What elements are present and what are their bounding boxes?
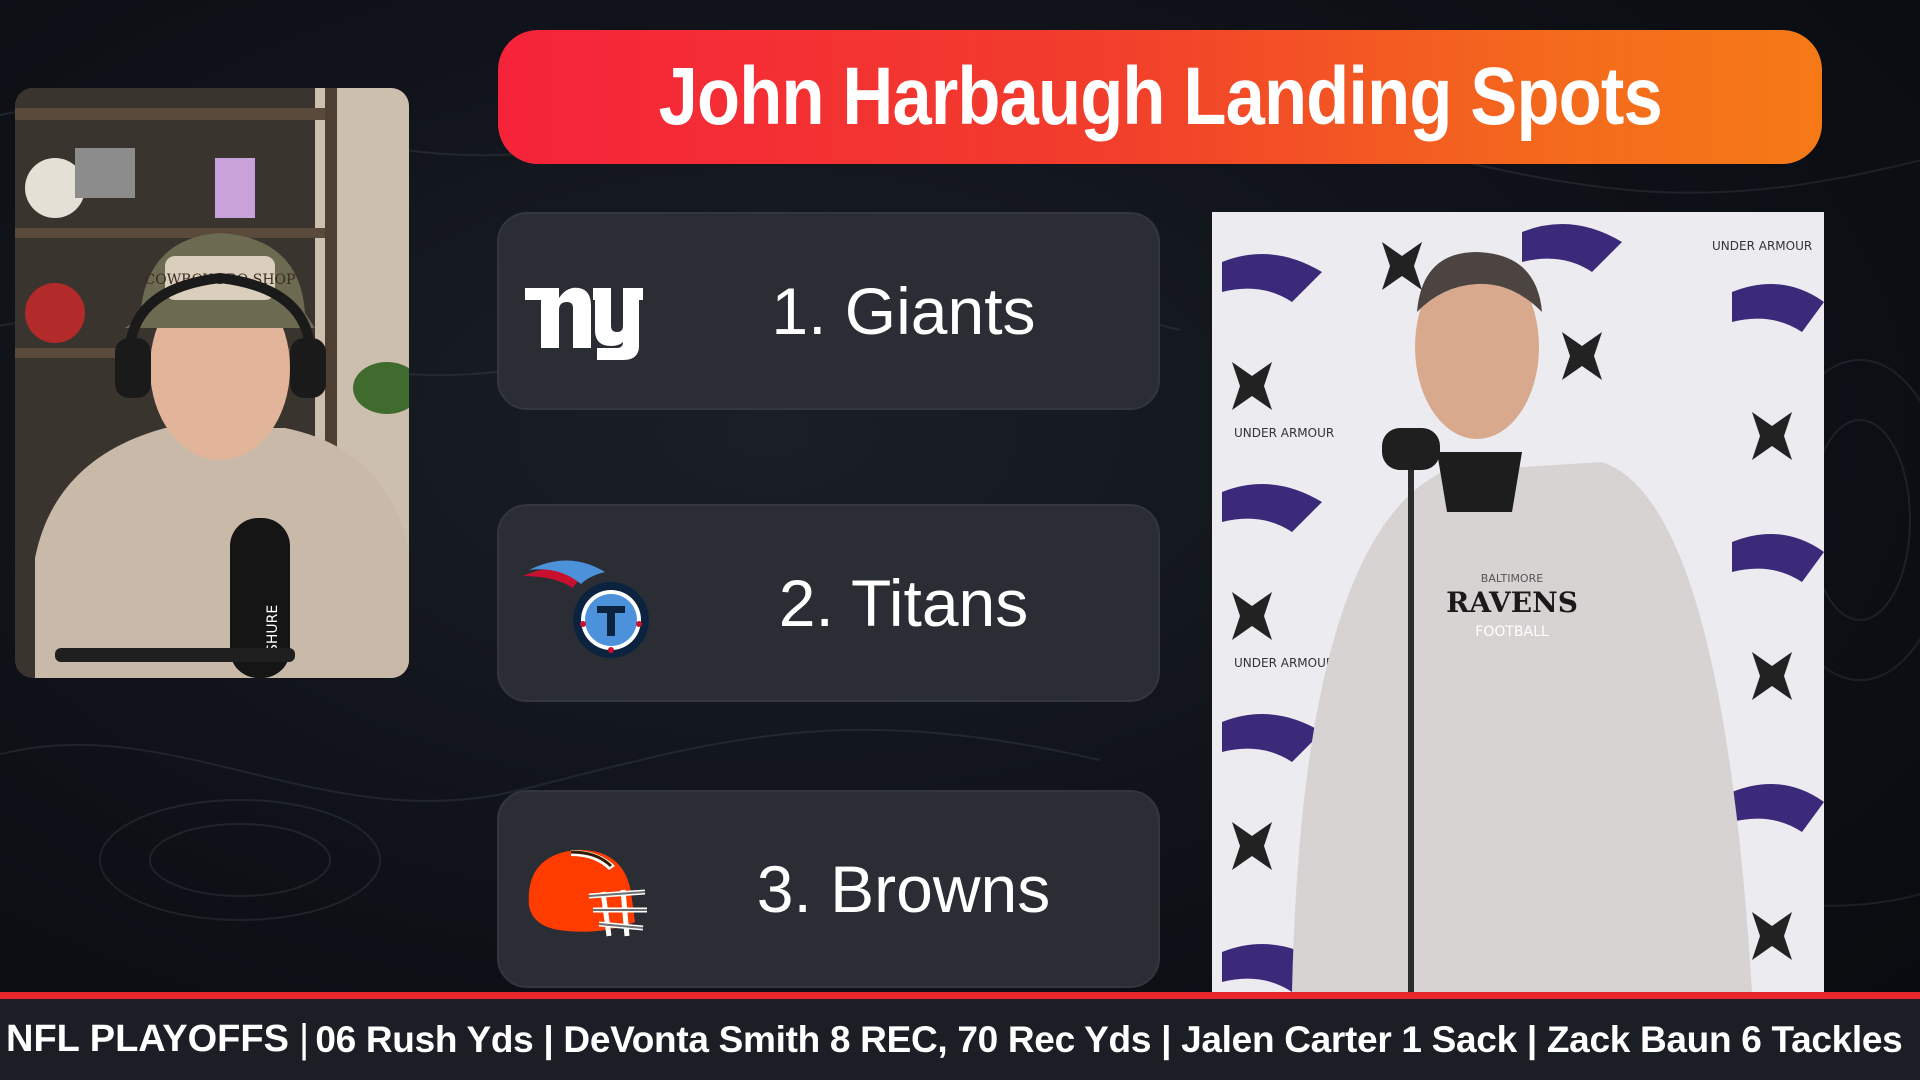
giants-ny-logo-icon — [525, 287, 643, 360]
hoodie-text-line1: BALTIMORE — [1481, 572, 1543, 585]
ticker-separator: | — [298, 1017, 310, 1061]
backdrop-sponsor-text: UNDER ARMOUR — [1234, 426, 1334, 440]
mic-brand-text: SHURE — [265, 605, 281, 653]
ranking-label: 1. Giants — [771, 274, 1036, 348]
browns-helmet-logo-icon — [528, 849, 647, 937]
hoodie-text-line2: RAVENS — [1446, 586, 1578, 619]
hoodie-text-line3: FOOTBALL — [1475, 624, 1549, 640]
news-ticker: NFL PLAYOFFS | 06 Rush Yds | DeVonta Smi… — [0, 999, 1920, 1080]
ticker-label: NFL PLAYOFFS — [6, 1018, 289, 1060]
ranking-label: 3. Browns — [756, 852, 1051, 926]
ranking-card-titans: 2. Titans — [497, 504, 1160, 702]
backdrop-sponsor-text: UNDER ARMOUR — [1712, 239, 1812, 253]
backdrop-sponsor-text: UNDER ARMOUR — [1234, 656, 1334, 670]
ranking-label: 2. Titans — [778, 566, 1029, 640]
host-video-image: COWBOY PRO SHOP SHURE — [15, 88, 409, 678]
ticker-text: 06 Rush Yds | DeVonta Smith 8 REC, 70 Re… — [315, 1018, 1903, 1060]
title-banner: John Harbaugh Landing Spots — [498, 30, 1822, 164]
ranking-card-browns: 3. Browns — [497, 790, 1160, 988]
coach-photo-image: UNDER ARMOUR UNDER ARMOUR UNDER ARMOUR B… — [1212, 212, 1824, 992]
page-title: John Harbaugh Landing Spots — [658, 51, 1662, 142]
ranking-card-giants: 1. Giants — [497, 212, 1160, 410]
titans-logo-icon — [523, 560, 649, 658]
ticker-accent-line — [0, 992, 1920, 999]
coach-press-conference-photo: UNDER ARMOUR UNDER ARMOUR UNDER ARMOUR B… — [1212, 212, 1824, 992]
host-webcam-feed: COWBOY PRO SHOP SHURE — [15, 88, 409, 678]
